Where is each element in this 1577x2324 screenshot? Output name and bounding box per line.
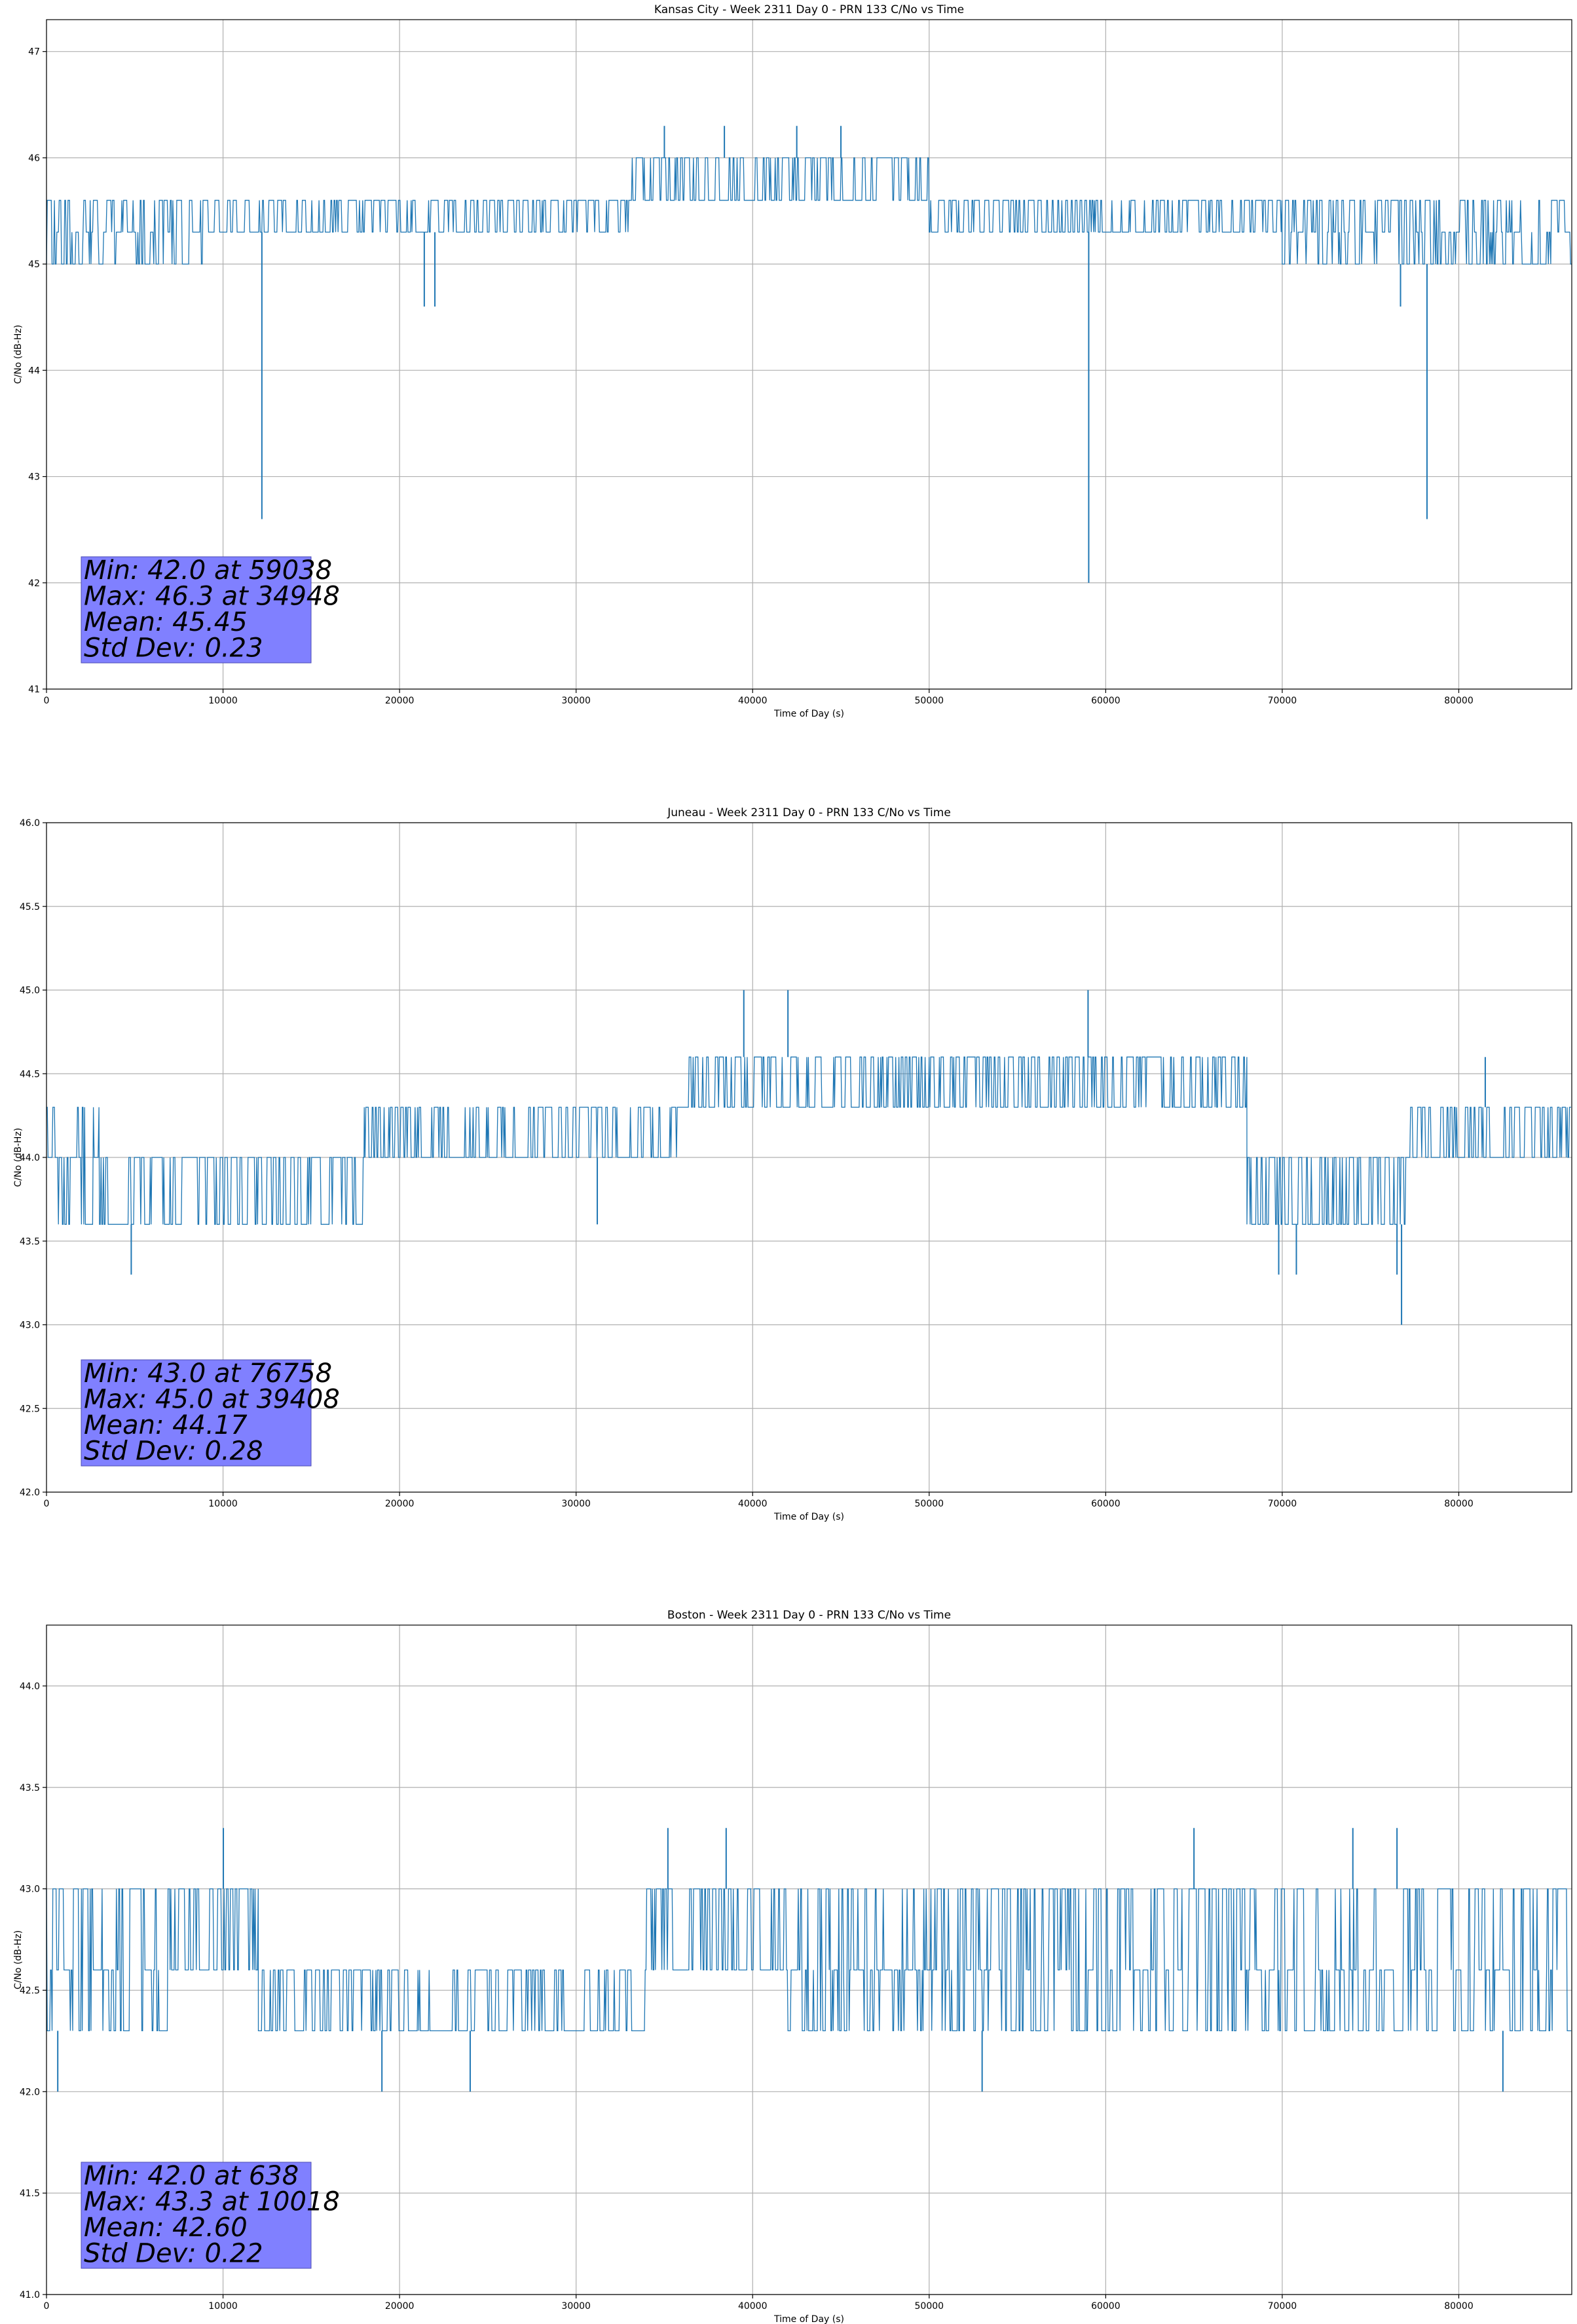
x-tick-label: 80000 [1444,2301,1474,2312]
stats-line: Min: 42.0 at 59038 [84,555,332,586]
y-axis-label: C/No (dB-Hz) [13,325,24,384]
chart-title: Kansas City - Week 2311 Day 0 - PRN 133 … [654,3,964,16]
stats-line: Mean: 45.45 [84,607,248,637]
x-tick-label: 60000 [1091,1499,1121,1509]
x-tick-label: 10000 [208,696,238,706]
series-line [46,1057,1571,1225]
y-tick-label: 45 [28,259,40,270]
y-tick-label: 44.5 [20,1069,40,1079]
y-tick-label: 42 [28,578,40,589]
stats-line: Std Dev: 0.28 [84,1436,263,1467]
x-tick-label: 10000 [208,1499,238,1509]
y-tick-label: 44 [28,365,40,376]
x-axis-label: Time of Day (s) [773,2314,844,2324]
x-axis-label: Time of Day (s) [773,709,844,719]
y-tick-label: 41.5 [20,2188,40,2199]
x-tick-label: 60000 [1091,696,1121,706]
x-tick-label: 50000 [915,696,944,706]
stats-line: Mean: 44.17 [84,1410,248,1440]
y-tick-label: 42.0 [20,1488,40,1498]
stats-line: Min: 43.0 at 76758 [84,1359,332,1389]
y-tick-label: 41 [28,684,40,695]
x-tick-label: 70000 [1268,696,1297,706]
y-tick-label: 41.0 [20,2290,40,2300]
series-line [46,1888,1572,2032]
x-tick-label: 40000 [738,696,768,706]
stats-box [81,1359,312,1467]
y-tick-label: 47 [28,47,40,58]
x-tick-label: 50000 [915,1499,944,1509]
stats-line: Max: 43.3 at 10018 [84,2187,340,2217]
chart-title: Boston - Week 2311 Day 0 - PRN 133 C/No … [667,1609,951,1622]
stats-line: Max: 46.3 at 34948 [84,582,340,612]
y-tick-label: 46 [28,153,40,164]
y-tick-label: 45.5 [20,902,40,912]
x-tick-label: 80000 [1444,696,1474,706]
stats-line: Max: 45.0 at 39408 [84,1385,340,1415]
x-tick-label: 0 [44,1499,50,1509]
x-tick-label: 0 [44,696,50,706]
y-tick-label: 43 [28,472,40,483]
x-tick-label: 10000 [208,2301,238,2312]
chart-title: Juneau - Week 2311 Day 0 - PRN 133 C/No … [667,806,951,819]
y-axis-label: C/No (dB-Hz) [13,1930,24,1989]
x-tick-label: 70000 [1268,1499,1297,1509]
stats-line: Std Dev: 0.22 [84,2239,263,2269]
x-axis-label: Time of Day (s) [773,1512,844,1522]
y-tick-label: 43.0 [20,1884,40,1895]
x-tick-label: 20000 [385,1499,415,1509]
y-tick-label: 43.5 [20,1783,40,1793]
y-tick-label: 42.5 [20,1985,40,1996]
series-line [46,157,1572,265]
y-tick-label: 44.0 [20,1153,40,1163]
x-tick-label: 30000 [561,1499,591,1509]
y-tick-label: 42.0 [20,2087,40,2097]
y-tick-label: 44.0 [20,1681,40,1692]
y-tick-label: 43.0 [20,1321,40,1331]
chart-panel-2: 0 10000 20000 30000 40000 50000 60000 70000 8000… [13,806,1572,1522]
x-tick-label: 50000 [915,2301,944,2312]
y-tick-label: 43.5 [20,1237,40,1247]
stats-box [81,2162,312,2269]
x-tick-label: 40000 [738,1499,768,1509]
y-tick-label: 46.0 [20,818,40,829]
axes-frame [46,1624,1572,2295]
stats-line: Mean: 42.60 [84,2213,248,2243]
y-tick-label: 42.5 [20,1404,40,1414]
x-tick-label: 80000 [1444,1499,1474,1509]
x-tick-label: 70000 [1268,2301,1297,2312]
stats-line: Std Dev: 0.23 [84,633,263,664]
x-tick-label: 60000 [1091,2301,1121,2312]
x-tick-label: 20000 [385,2301,415,2312]
stats-box [81,556,312,664]
x-tick-label: 30000 [561,696,591,706]
y-tick-label: 45.0 [20,986,40,996]
axes-frame [46,19,1572,690]
chart-panel-1: 0 10000 20000 30000 40000 50000 60000 70000 8000… [13,3,1572,719]
x-tick-label: 0 [44,2301,50,2312]
stats-line: Min: 42.0 at 638 [84,2161,299,2191]
y-axis-label: C/No (dB-Hz) [13,1128,24,1187]
chart-panel-3: 0 10000 20000 30000 40000 50000 60000 70000 8000… [13,1609,1572,2324]
x-tick-label: 20000 [385,696,415,706]
x-tick-label: 30000 [561,2301,591,2312]
x-tick-label: 40000 [738,2301,768,2312]
